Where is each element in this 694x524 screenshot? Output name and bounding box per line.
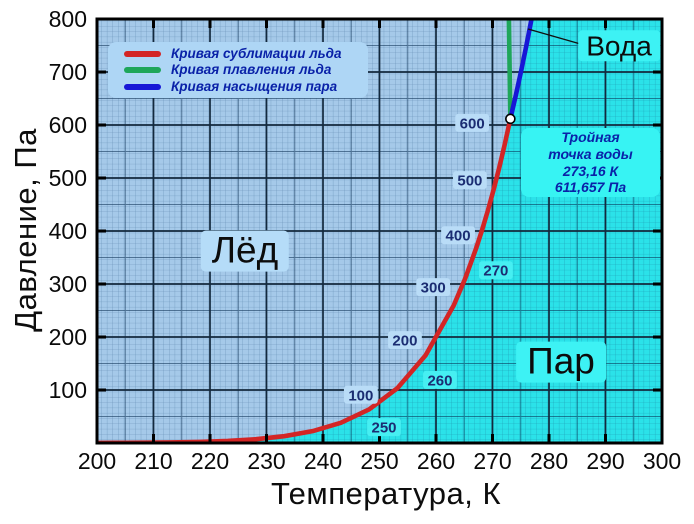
inline-label: 250 — [372, 420, 397, 437]
y-tick-label: 400 — [49, 218, 87, 244]
triple-point-note-line: 273,16 К — [562, 162, 619, 179]
y-tick-label: 500 — [49, 165, 87, 191]
inline-label-patch — [388, 331, 422, 350]
x-tick-label: 250 — [360, 448, 398, 474]
x-tick-label: 300 — [643, 448, 681, 474]
legend-label-melting: Кривая плавления льда — [171, 62, 332, 78]
x-axis-title: Температура, К — [270, 476, 502, 511]
x-tick-label: 200 — [78, 448, 116, 474]
triple-point-note-line: Тройная — [561, 129, 620, 146]
region-label-vapor: Пар — [516, 341, 606, 383]
triple-point-note-line: 611,657 Па — [554, 179, 627, 196]
legend-swatch-melting — [124, 67, 161, 73]
axis-tick-marks — [95, 17, 664, 443]
inline-label-patch — [455, 113, 490, 132]
x-tick-label: 260 — [417, 448, 455, 474]
inline-label: 270 — [483, 263, 508, 280]
legend-item-sublimation: Кривая сублимации льда — [124, 47, 368, 61]
triple-point-note-line: точка воды — [548, 145, 633, 162]
inline-label-patch — [416, 278, 451, 297]
y-tick-label: 200 — [49, 324, 87, 350]
inline-label-patch — [343, 385, 378, 404]
legend-label-sublimation: Кривая сублимации льда — [171, 45, 342, 61]
melting-curve — [506, 19, 513, 122]
inline-label: 100 — [348, 387, 373, 404]
y-tick-label: 700 — [49, 59, 87, 85]
x-tick-label: 290 — [586, 448, 624, 474]
inline-label-patch — [453, 171, 487, 190]
y-tick-label: 800 — [49, 6, 87, 32]
y-tick-label: 600 — [49, 112, 87, 138]
saturation-curve — [508, 19, 534, 122]
inline-label-patch — [441, 226, 475, 245]
legend-swatch-saturation — [124, 83, 161, 90]
inline-label: 600 — [460, 115, 485, 132]
x-tick-label: 230 — [247, 448, 285, 474]
inline-label: 200 — [392, 333, 417, 350]
inline-label: 260 — [427, 372, 452, 389]
region-label-ice: Лёд — [200, 230, 290, 272]
plot-area — [97, 19, 662, 443]
triple-point-marker — [505, 113, 516, 125]
inline-label: 300 — [421, 280, 446, 297]
legend-label-saturation: Кривая насыщения пара — [171, 78, 338, 94]
inline-label: 400 — [446, 228, 471, 245]
x-tick-label: 280 — [530, 448, 568, 474]
region-label-water: Вода — [578, 30, 660, 62]
x-tick-label: 210 — [134, 448, 172, 474]
inline-label-patch — [367, 418, 401, 437]
y-tick-label: 100 — [49, 377, 87, 403]
triple-point-note: Тройная точка воды 273,16 К 611,657 Па — [521, 128, 660, 197]
inline-label: 500 — [457, 173, 482, 190]
legend-item-melting: Кривая плавления льда — [124, 63, 368, 77]
inline-label-patch — [478, 261, 513, 280]
legend: Кривая сублимации льда Кривая плавления … — [108, 42, 368, 98]
y-tick-label: 300 — [49, 271, 87, 297]
y-axis-title: Давление, Па — [8, 128, 43, 332]
legend-item-saturation: Кривая насыщения пара — [124, 80, 368, 94]
inline-label-patch — [423, 370, 457, 389]
x-tick-label: 240 — [304, 448, 342, 474]
x-tick-label: 220 — [191, 448, 229, 474]
legend-swatch-sublimation — [124, 50, 161, 57]
water-pointer-line — [527, 28, 585, 46]
x-tick-label: 270 — [473, 448, 511, 474]
